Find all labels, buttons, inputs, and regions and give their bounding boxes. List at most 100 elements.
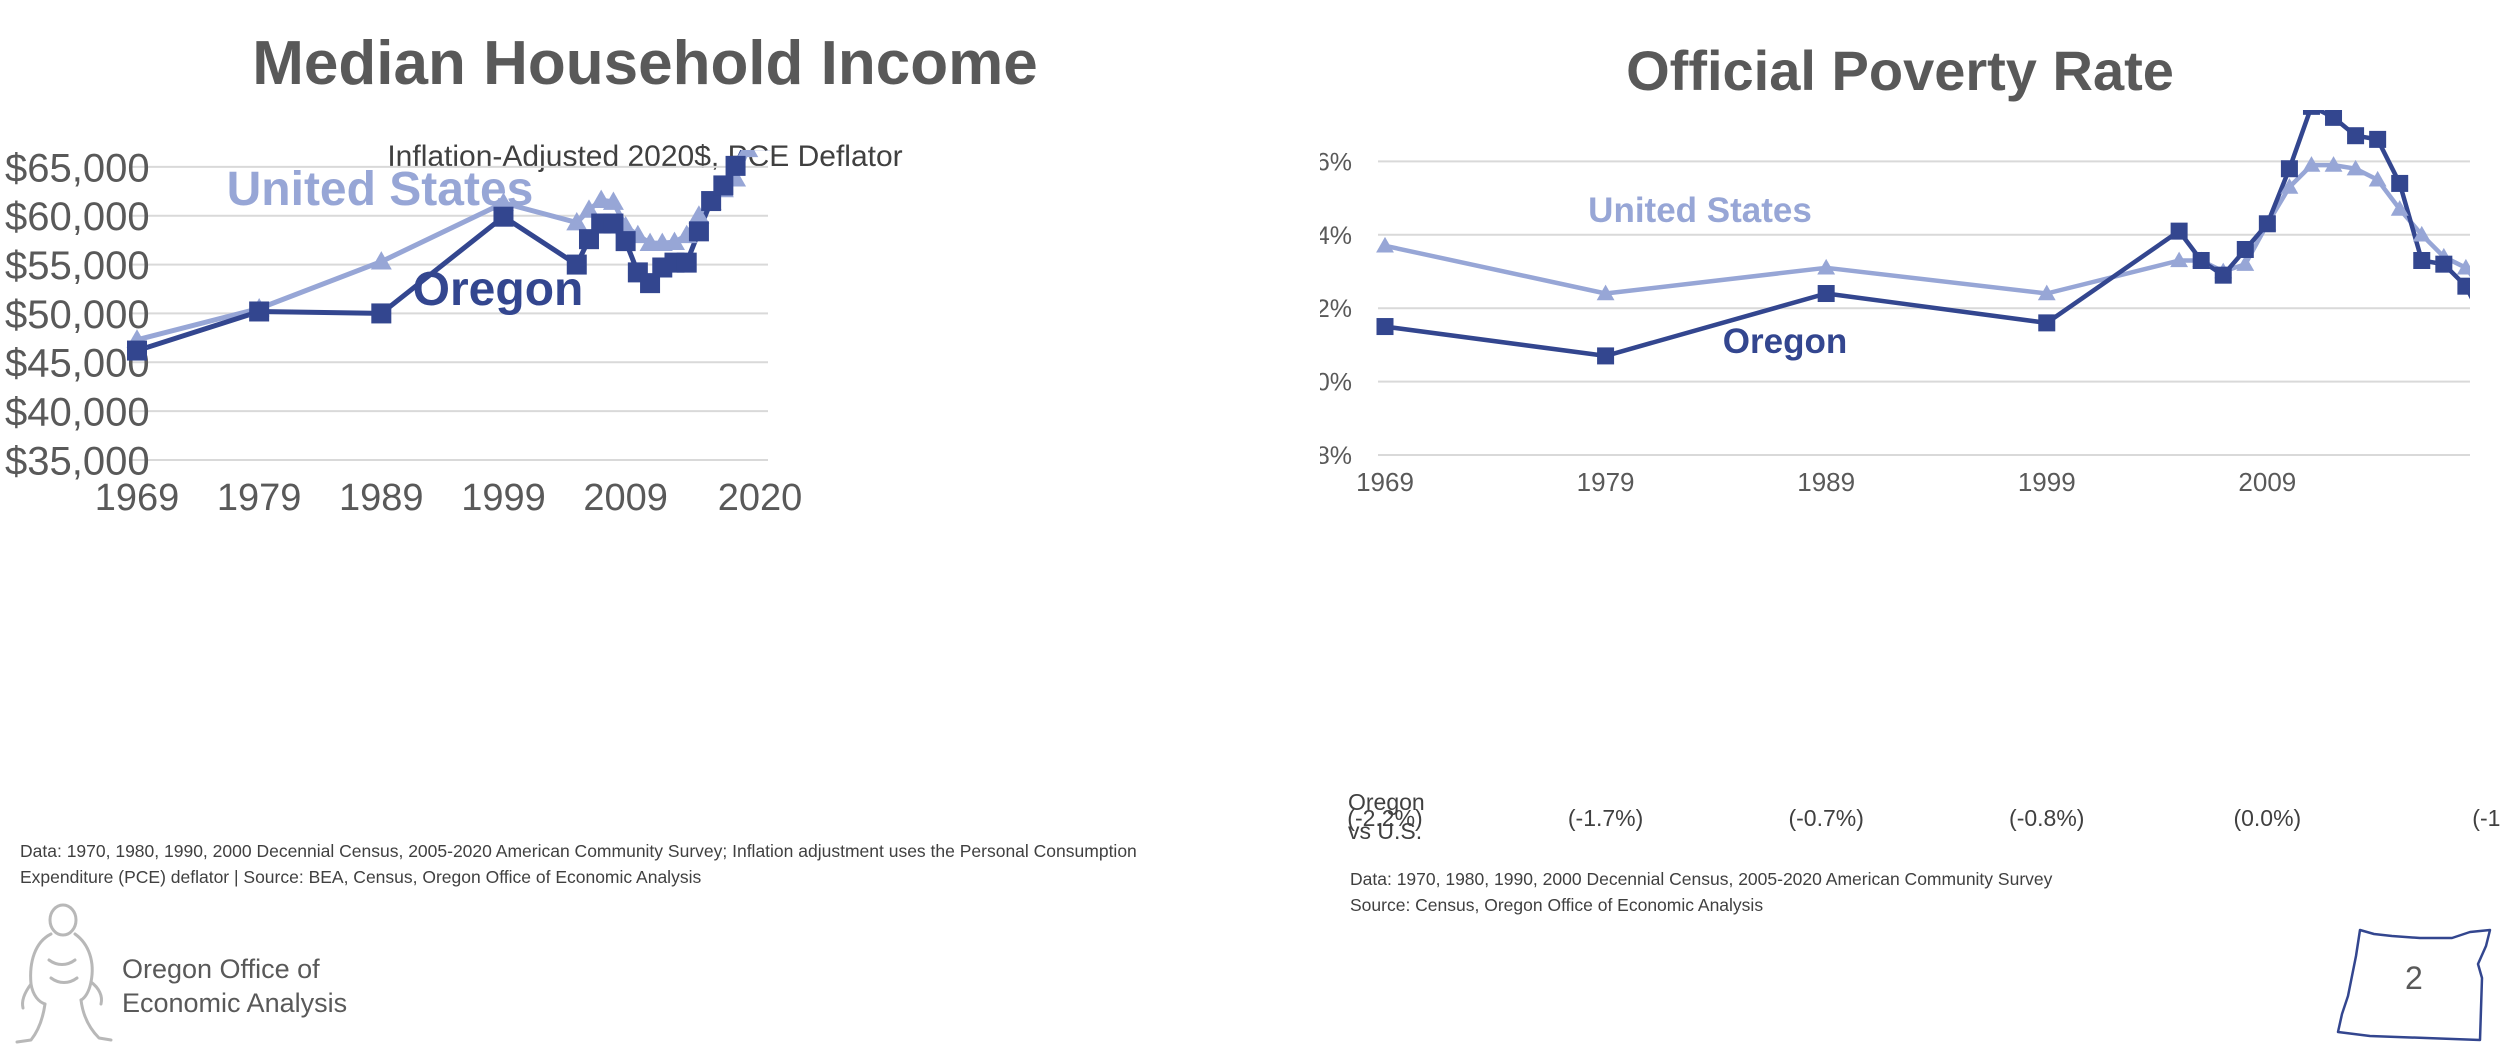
poverty-point-us [1376, 236, 1394, 253]
poverty-point-us [2324, 156, 2343, 172]
income-y-tick-label: $55,000 [5, 244, 150, 288]
income-y-tick-label: $65,000 [5, 150, 150, 190]
poverty-point-us [2346, 159, 2365, 176]
poverty-data-note-line2: Source: Census, Oregon Office of Economi… [1350, 895, 1764, 915]
org-name-line1: Oregon Office of [122, 954, 320, 984]
oregon-vs-us-value: (-2.2%) [1347, 805, 1423, 831]
income-point-oregon [566, 254, 587, 275]
oregon-vs-us-value: (-1.0%) [2472, 805, 2500, 831]
poverty-point-oregon [1817, 285, 1835, 303]
poverty-point-us [2412, 225, 2431, 242]
org-name: Oregon Office of Economic Analysis [122, 952, 347, 1020]
bigfoot-icon [15, 903, 113, 1044]
org-name-line2: Economic Analysis [122, 988, 348, 1018]
poverty-x-tick-label: 1999 [2018, 467, 2076, 497]
page-number: 2 [2405, 960, 2423, 996]
income-point-oregon [688, 221, 709, 242]
income-x-tick-label: 1999 [461, 477, 546, 519]
income-point-oregon [603, 213, 624, 234]
poverty-point-oregon [2347, 127, 2365, 145]
income-x-tick-label: 2009 [583, 477, 668, 519]
oregon-outline-icon [2336, 928, 2492, 1042]
income-point-oregon [676, 252, 697, 273]
poverty-point-us [2037, 284, 2056, 301]
income-series-label-us: United States [227, 163, 534, 216]
poverty-series-label-oregon: Oregon [1723, 322, 1847, 361]
income-point-us [688, 205, 710, 224]
poverty-point-us [2456, 258, 2470, 275]
income-chart-title: Median Household Income [252, 29, 1038, 98]
poverty-point-oregon [2391, 174, 2409, 192]
poverty-x-tick-label: 1979 [1577, 467, 1635, 497]
poverty-point-oregon [2236, 240, 2254, 258]
poverty-line-oregon [1384, 110, 2470, 359]
poverty-point-us [2302, 156, 2321, 172]
poverty-line-us [1384, 162, 2470, 296]
income-point-oregon [578, 229, 599, 250]
income-y-tick-label: $40,000 [5, 391, 150, 435]
income-x-tick-label: 1989 [339, 477, 424, 519]
oregon-vs-us-label-line1: Oregon [1348, 789, 1425, 815]
income-point-oregon [371, 303, 392, 324]
income-point-us [578, 199, 600, 218]
income-y-tick-label: $45,000 [5, 342, 150, 386]
poverty-point-oregon [1376, 318, 1394, 336]
income-y-tick-label: $50,000 [5, 293, 150, 337]
poverty-point-oregon [2214, 266, 2232, 284]
oregon-vs-us-label-line2: vs U.S. [1348, 818, 1423, 844]
oregon-vs-us-value: (-0.8%) [2009, 805, 2085, 831]
income-point-us [602, 191, 624, 210]
poverty-point-us [1596, 284, 1615, 301]
income-point-us [370, 251, 392, 270]
income-point-us [492, 192, 514, 211]
income-series-label-oregon: Oregon [413, 263, 584, 316]
poverty-y-tick-label: 12% [1320, 295, 1352, 323]
income-point-oregon [249, 301, 270, 322]
poverty-point-oregon [2457, 277, 2470, 295]
poverty-y-tick-label: 8% [1320, 442, 1352, 470]
poverty-data-note: Data: 1970, 1980, 1990, 2000 Decennial C… [1350, 866, 2052, 918]
poverty-point-us [2170, 251, 2189, 268]
poverty-point-oregon [2325, 110, 2343, 126]
oregon-vs-us-value: (0.0%) [2233, 805, 2302, 831]
income-point-oregon [725, 155, 746, 176]
poverty-y-tick-label: 16% [1320, 148, 1352, 176]
poverty-y-tick-label: 14% [1320, 222, 1352, 250]
poverty-y-tick-label: 10% [1320, 369, 1352, 397]
income-point-oregon [713, 175, 734, 196]
oregon-vs-us-label: Oregon vs U.S. [1348, 788, 1425, 846]
income-point-oregon [701, 191, 722, 212]
income-x-tick-label: 1979 [217, 477, 302, 519]
oregon-vs-us-value: (-0.7%) [1788, 805, 1864, 831]
income-y-tick-label: $60,000 [5, 195, 150, 239]
poverty-point-oregon [2369, 130, 2387, 148]
income-point-oregon [615, 231, 636, 252]
poverty-point-us [2390, 200, 2409, 216]
oregon-vs-us-value: (-1.7%) [1567, 805, 1644, 831]
poverty-point-oregon [2038, 314, 2056, 332]
income-chart: $35,000$40,000 $45,000 $50,000 $55,000 $60,0… [5, 150, 803, 519]
income-data-note: Data: 1970, 1980, 1990, 2000 Decennial C… [20, 838, 1137, 890]
poverty-series-label-us: United States [1588, 191, 1812, 230]
income-point-us [737, 150, 759, 158]
income-point-us [663, 231, 685, 250]
income-point-oregon [640, 273, 661, 294]
poverty-point-oregon [2280, 160, 2298, 178]
poverty-point-oregon [2170, 222, 2188, 240]
income-x-tick-label: 2020 [718, 477, 803, 519]
poverty-x-tick-label: 2009 [2238, 467, 2296, 497]
poverty-point-oregon [2192, 251, 2210, 269]
poverty-point-oregon [2258, 215, 2276, 233]
income-point-oregon [493, 206, 514, 227]
income-data-note-line1: Data: 1970, 1980, 1990, 2000 Decennial C… [20, 841, 1137, 861]
poverty-point-us [2236, 255, 2255, 271]
poverty-chart-title: Official Poverty Rate [1626, 39, 2174, 102]
income-y-tick-label: $35,000 [5, 439, 150, 483]
poverty-x-tick-label: 1969 [1356, 467, 1414, 497]
income-x-tick-label: 1969 [95, 477, 180, 519]
poverty-chart: 8%10%12%14%16%18%19691979198919992009202… [1320, 110, 2470, 497]
poverty-point-us [2280, 178, 2299, 194]
poverty-point-oregon [1597, 347, 1615, 365]
poverty-x-tick-label: 1989 [1797, 467, 1855, 497]
income-point-oregon [127, 340, 147, 361]
